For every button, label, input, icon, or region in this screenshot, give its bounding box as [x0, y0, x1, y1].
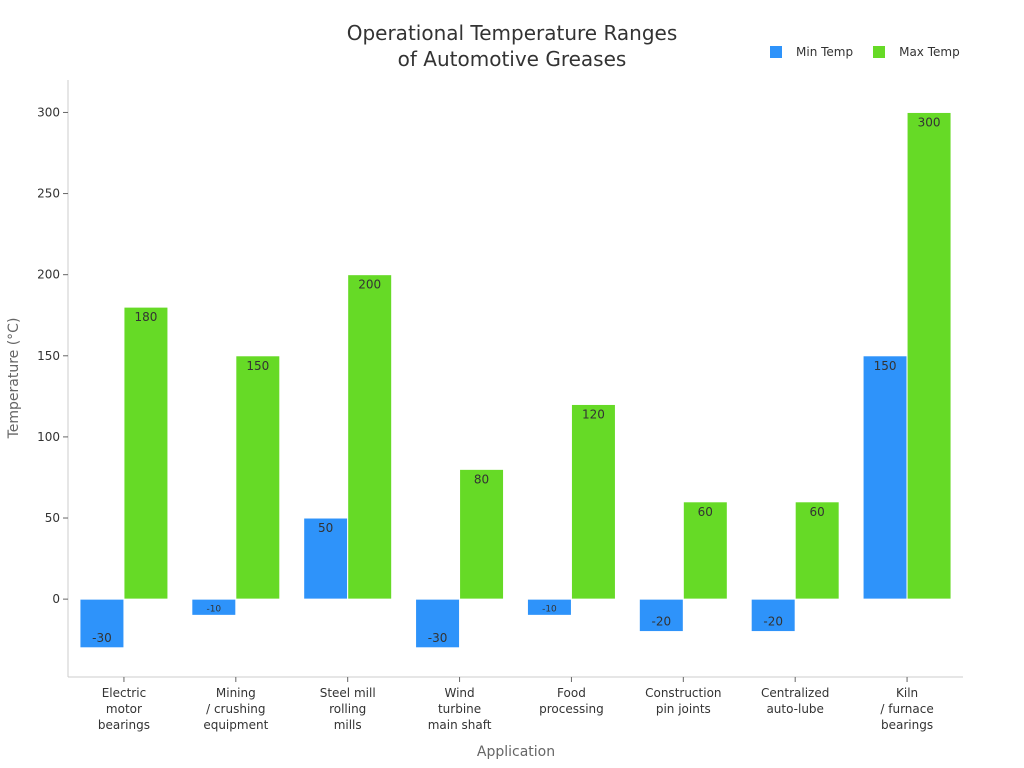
bar-min[interactable]: [750, 598, 796, 633]
bar-min[interactable]: [862, 355, 908, 600]
y-tick-label: 0: [52, 592, 60, 606]
x-tick-label: Wind: [444, 686, 474, 700]
bar-max[interactable]: [459, 468, 505, 600]
data-label: 60: [810, 505, 825, 519]
x-tick-label: turbine: [438, 702, 481, 716]
x-tick-label: main shaft: [428, 718, 492, 732]
bar-min[interactable]: [191, 598, 237, 616]
data-label: -20: [652, 615, 672, 629]
x-tick-label: Food: [557, 686, 586, 700]
bar-min[interactable]: [638, 598, 684, 633]
data-label: -10: [206, 604, 221, 614]
x-tick-label: mills: [334, 718, 362, 732]
x-tick-label: Steel mill: [320, 686, 376, 700]
legend-item-max[interactable]: Max Temp: [873, 45, 960, 59]
bar-max[interactable]: [794, 501, 840, 600]
y-axis-label: Temperature (°C): [6, 318, 22, 440]
bar-min[interactable]: [303, 517, 349, 600]
x-tick-label: Construction: [645, 686, 721, 700]
x-tick-label: rolling: [329, 702, 366, 716]
x-tick-label: Kiln: [896, 686, 918, 700]
data-label: -20: [763, 615, 783, 629]
bar-max[interactable]: [347, 274, 393, 600]
data-label: 150: [874, 359, 897, 373]
x-tick-label: bearings: [881, 718, 933, 732]
bar-min[interactable]: [415, 598, 461, 649]
legend-label-min: Min Temp: [796, 45, 854, 59]
bar-max[interactable]: [235, 355, 281, 600]
data-label: 50: [318, 521, 333, 535]
x-tick-label: auto-lube: [766, 702, 824, 716]
y-tick-label: 150: [37, 349, 60, 363]
data-label: 80: [474, 472, 489, 486]
x-tick-label: equipment: [203, 718, 268, 732]
chart-title-line-1: Operational Temperature Ranges: [346, 21, 678, 45]
data-label: 120: [582, 407, 605, 421]
data-label: 300: [918, 115, 941, 129]
x-tick-label: bearings: [98, 718, 150, 732]
legend-swatch-max: [873, 46, 886, 58]
y-tick-label: 50: [45, 511, 60, 525]
x-tick-label: motor: [106, 702, 142, 716]
data-label: 200: [358, 278, 381, 292]
x-axis-label: Application: [477, 744, 555, 760]
x-tick-label: Mining: [216, 686, 256, 700]
bar-min[interactable]: [526, 598, 572, 616]
x-tick-label: / crushing: [206, 702, 265, 716]
y-tick-label: 100: [37, 430, 60, 444]
data-label: -30: [428, 631, 448, 645]
data-label: 150: [246, 359, 269, 373]
y-tick-label: 300: [37, 105, 60, 119]
legend-label-max: Max Temp: [899, 45, 960, 59]
legend-item-min[interactable]: Min Temp: [770, 45, 853, 59]
data-label: 60: [698, 505, 713, 519]
bar-max[interactable]: [682, 501, 728, 600]
bar-max[interactable]: [906, 111, 952, 600]
bar-max[interactable]: [570, 403, 616, 600]
chart-title: Operational Temperature Ranges of Automo…: [262, 20, 762, 72]
bar-min[interactable]: [79, 598, 125, 649]
data-label: 180: [134, 310, 157, 324]
y-tick-label: 200: [37, 268, 60, 282]
y-tick-label: 250: [37, 187, 60, 201]
x-tick-label: pin joints: [656, 702, 711, 716]
legend-swatch-min: [770, 46, 782, 58]
x-tick-label: / furnace: [880, 702, 933, 716]
legend: Min Temp Max Temp: [770, 45, 980, 59]
data-label: -30: [92, 631, 112, 645]
x-tick-label: Electric: [102, 686, 146, 700]
data-label: -10: [542, 604, 557, 614]
bar-max[interactable]: [123, 306, 169, 600]
x-tick-label: Centralized: [761, 686, 829, 700]
x-tick-label: processing: [539, 702, 604, 716]
chart-title-line-2: of Automotive Greases: [397, 47, 627, 71]
